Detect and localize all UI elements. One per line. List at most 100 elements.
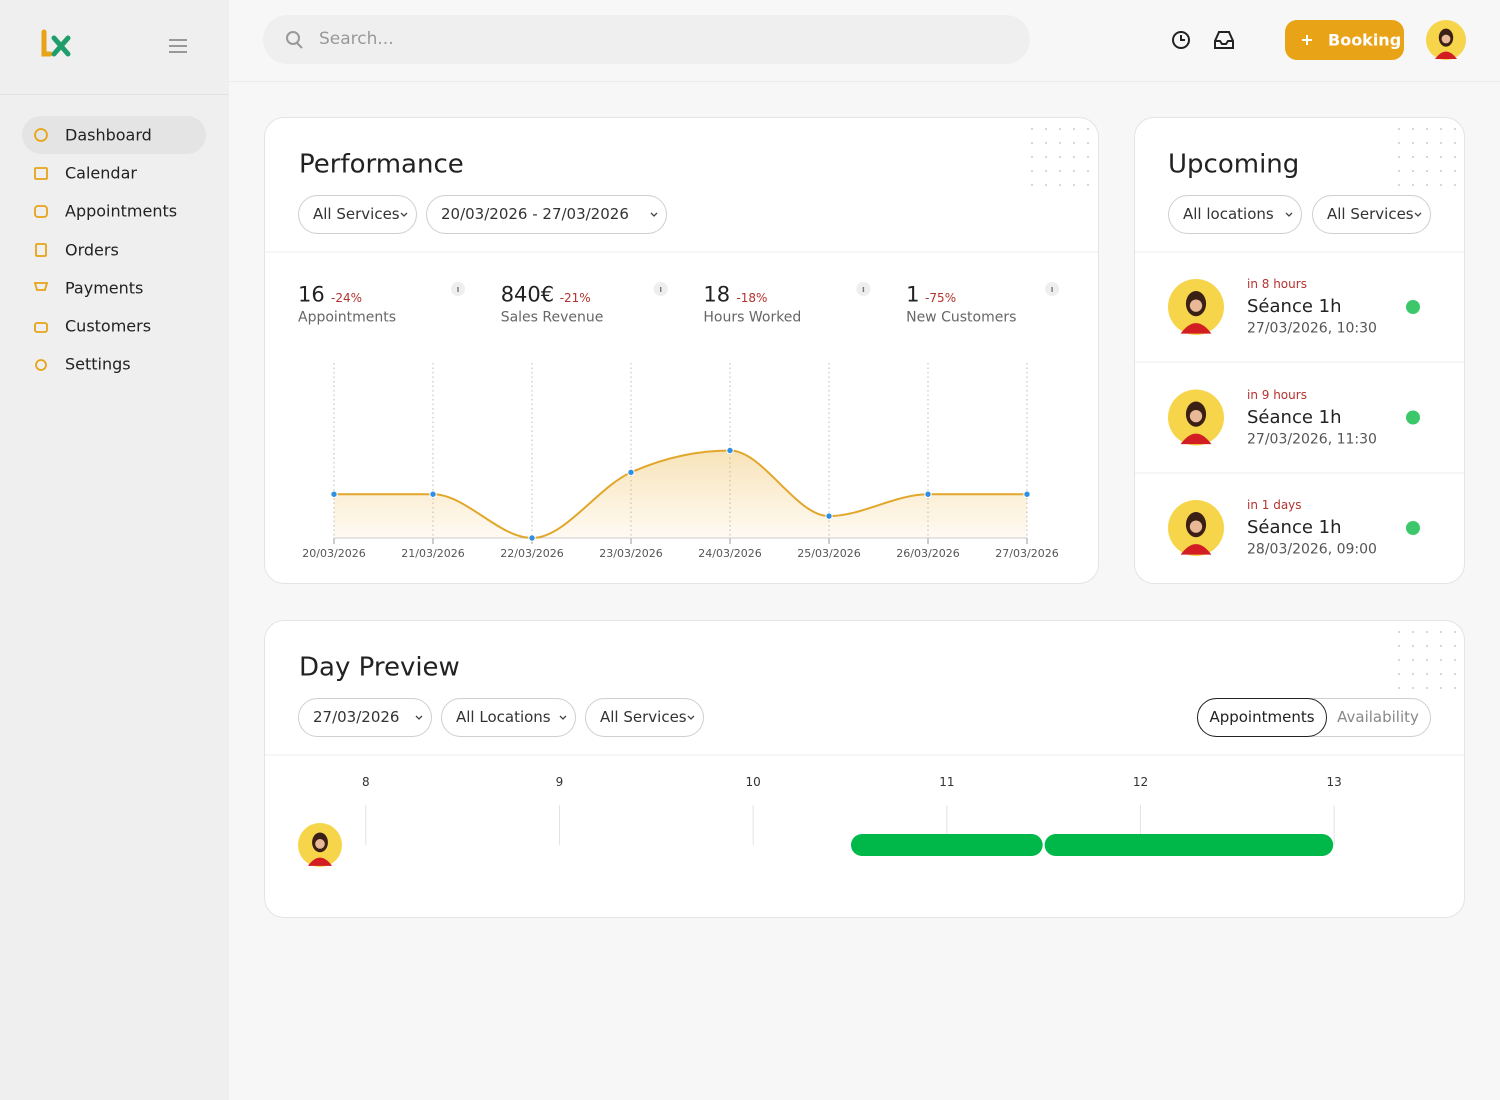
decor-dot bbox=[1087, 142, 1089, 144]
decor-dot bbox=[1045, 170, 1047, 172]
x-tick-label: 24/03/2026 bbox=[698, 547, 761, 560]
appointment-when: in 8 hours bbox=[1247, 276, 1307, 291]
avatar-face bbox=[1189, 299, 1203, 312]
menu-item[interactable]: Customers bbox=[65, 316, 152, 336]
chevron bbox=[650, 212, 658, 217]
decor-dot bbox=[1398, 645, 1400, 647]
decor-dot bbox=[1440, 673, 1442, 675]
tab-label[interactable]: Appointments bbox=[1209, 708, 1315, 726]
avatar-face bbox=[1441, 34, 1451, 44]
dropdown-label[interactable]: All locations bbox=[1183, 205, 1274, 223]
avatar-face bbox=[1189, 520, 1203, 533]
decor-dot bbox=[1426, 631, 1428, 633]
dropdown-label[interactable]: 20/03/2026 - 27/03/2026 bbox=[441, 205, 629, 223]
decor-dot bbox=[1440, 631, 1442, 633]
search-placeholder[interactable]: Search... bbox=[319, 28, 394, 49]
x-tick-label: 27/03/2026 bbox=[995, 547, 1058, 560]
dropdown[interactable] bbox=[1168, 195, 1302, 234]
sidebar-divider bbox=[0, 94, 229, 95]
menu-toggle[interactable] bbox=[169, 39, 187, 53]
tab-label[interactable]: Availability bbox=[1337, 708, 1419, 726]
decor-dot bbox=[1398, 687, 1400, 689]
x-tick-label: 20/03/2026 bbox=[302, 547, 365, 560]
stat-value: 18 bbox=[703, 282, 731, 307]
decor-dot bbox=[1398, 128, 1400, 130]
menu-item[interactable]: Orders bbox=[65, 240, 119, 259]
search-box[interactable] bbox=[263, 15, 1030, 64]
x-tick-label: 26/03/2026 bbox=[896, 547, 959, 560]
x-tick-label: 22/03/2026 bbox=[500, 547, 563, 560]
appointment-date: 28/03/2026, 09:00 bbox=[1247, 541, 1377, 558]
dropdown[interactable] bbox=[1312, 195, 1431, 234]
line bbox=[333, 449, 1027, 540]
menu-item[interactable]: Payments bbox=[65, 278, 144, 298]
stat-change: -21% bbox=[559, 290, 591, 305]
avatar bbox=[1168, 389, 1224, 446]
area bbox=[334, 450, 1027, 538]
status-dot bbox=[1406, 300, 1420, 314]
menu-item[interactable]: Dashboard bbox=[65, 125, 152, 145]
dropdown[interactable] bbox=[298, 195, 417, 234]
decor-dot bbox=[1426, 156, 1428, 158]
chevron bbox=[1285, 212, 1293, 217]
x-tick-label: 21/03/2026 bbox=[401, 547, 464, 560]
dropdown-label[interactable]: All Services bbox=[1327, 205, 1414, 223]
decor-dot bbox=[1412, 184, 1414, 186]
appointment-date: 27/03/2026, 10:30 bbox=[1247, 320, 1377, 337]
decor-dot bbox=[1440, 687, 1442, 689]
appointment-name: Séance 1h bbox=[1247, 296, 1342, 318]
point bbox=[528, 534, 536, 542]
point bbox=[429, 490, 437, 498]
chevron bbox=[559, 715, 567, 720]
dropdown[interactable] bbox=[298, 698, 432, 737]
decor-dot bbox=[1059, 156, 1061, 158]
menu-item[interactable]: Settings bbox=[65, 354, 131, 374]
decor-dot bbox=[1059, 128, 1061, 130]
card-title: Day Preview bbox=[299, 652, 460, 683]
clock-icon[interactable] bbox=[1172, 31, 1190, 49]
decor-dot bbox=[1087, 128, 1089, 130]
decor-dot bbox=[1440, 128, 1442, 130]
decor-dot bbox=[1454, 687, 1456, 689]
decor-dot bbox=[1398, 673, 1400, 675]
appointment-bar bbox=[851, 834, 1043, 856]
dropdown[interactable] bbox=[585, 698, 704, 737]
decor-dot bbox=[1412, 673, 1414, 675]
search-icon bbox=[286, 31, 303, 49]
menu-icons bbox=[33, 128, 49, 371]
dropdown[interactable] bbox=[426, 195, 667, 234]
decor-dot bbox=[1059, 184, 1061, 186]
dropdown-label[interactable]: 27/03/2026 bbox=[313, 708, 400, 726]
dropdown-label[interactable]: All Services bbox=[600, 708, 687, 726]
decor-dot bbox=[1426, 659, 1428, 661]
point bbox=[627, 468, 635, 477]
inbox-icon[interactable] bbox=[1214, 31, 1234, 49]
avatar bbox=[1168, 500, 1224, 556]
decor-dot bbox=[1454, 673, 1456, 675]
card-title: Performance bbox=[299, 149, 464, 180]
avatar bbox=[298, 823, 342, 867]
decor-dot bbox=[1031, 170, 1033, 172]
menu-item[interactable]: Appointments bbox=[65, 201, 178, 221]
decor-dot bbox=[1440, 170, 1442, 172]
card-title: Upcoming bbox=[1168, 149, 1300, 180]
decor-dot bbox=[1440, 156, 1442, 158]
dropdown-label[interactable]: All Services bbox=[313, 205, 400, 223]
menu-item[interactable]: Calendar bbox=[65, 163, 137, 183]
avatar bbox=[1426, 20, 1466, 60]
stat-label: New Customers bbox=[906, 309, 1017, 326]
appointment-when: in 9 hours bbox=[1247, 387, 1307, 402]
active-menu-pill[interactable] bbox=[22, 116, 206, 154]
logo[interactable] bbox=[41, 29, 71, 57]
decor-dot bbox=[1426, 142, 1428, 144]
decor-dot bbox=[1398, 631, 1400, 633]
booking-label[interactable]: Booking bbox=[1328, 30, 1402, 50]
decor-dot bbox=[1454, 184, 1456, 186]
avatar-body bbox=[1180, 323, 1212, 334]
appointment-name: Séance 1h bbox=[1247, 517, 1342, 539]
dropdown-label[interactable]: All Locations bbox=[456, 708, 551, 726]
dropdown[interactable] bbox=[441, 698, 576, 737]
active-tab[interactable] bbox=[1197, 698, 1327, 737]
point bbox=[330, 490, 338, 498]
